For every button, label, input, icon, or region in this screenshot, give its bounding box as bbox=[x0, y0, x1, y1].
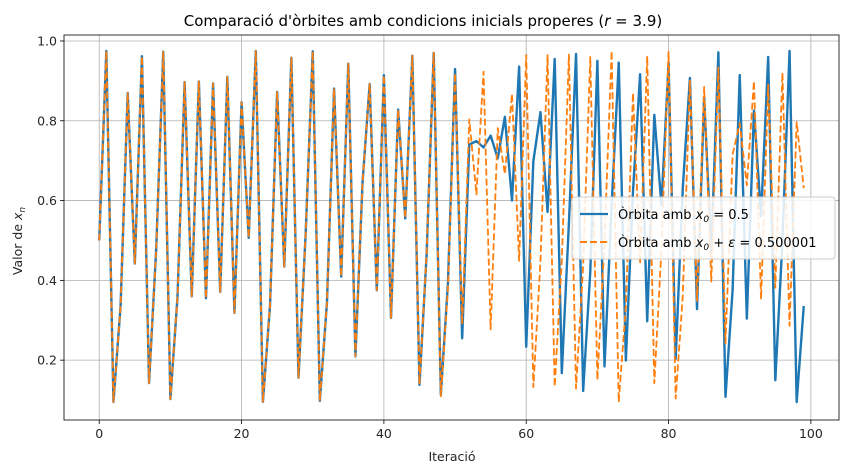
y-tick-label: 0.6 bbox=[37, 193, 57, 208]
y-tick-label: 0.8 bbox=[37, 113, 57, 128]
x-tick-label: 80 bbox=[661, 426, 677, 441]
y-tick-label: 0.2 bbox=[37, 353, 57, 368]
chart-title: Comparació d'òrbites amb condicions inic… bbox=[184, 12, 662, 30]
legend-label-series-1: Òrbita amb x0 = 0.5 bbox=[618, 207, 749, 225]
series-line-2 bbox=[98, 50, 805, 403]
y-tick-label: 0.4 bbox=[37, 273, 57, 288]
legend-label-series-2: Òrbita amb x0 + ε = 0.500001 bbox=[618, 235, 816, 253]
series-layer bbox=[98, 49, 805, 404]
y-axis-label: Valor de xn bbox=[10, 207, 28, 275]
legend: Òrbita amb x0 = 0.5 Òrbita amb x0 + ε = … bbox=[571, 196, 836, 260]
x-tick-label: 0 bbox=[95, 426, 103, 441]
x-tick-label: 40 bbox=[376, 426, 392, 441]
plot-area-frame bbox=[63, 34, 840, 421]
x-tick-label: 60 bbox=[518, 426, 534, 441]
axis-ticks: 0 20 40 60 80 100 0.2 0.4 0.6 0.8 1.0 bbox=[37, 33, 823, 441]
x-axis-label: Iteració bbox=[428, 449, 475, 464]
x-tick-label: 100 bbox=[799, 426, 823, 441]
y-tick-label: 1.0 bbox=[37, 33, 57, 48]
legend-box bbox=[571, 196, 836, 260]
x-tick-label: 20 bbox=[234, 426, 250, 441]
